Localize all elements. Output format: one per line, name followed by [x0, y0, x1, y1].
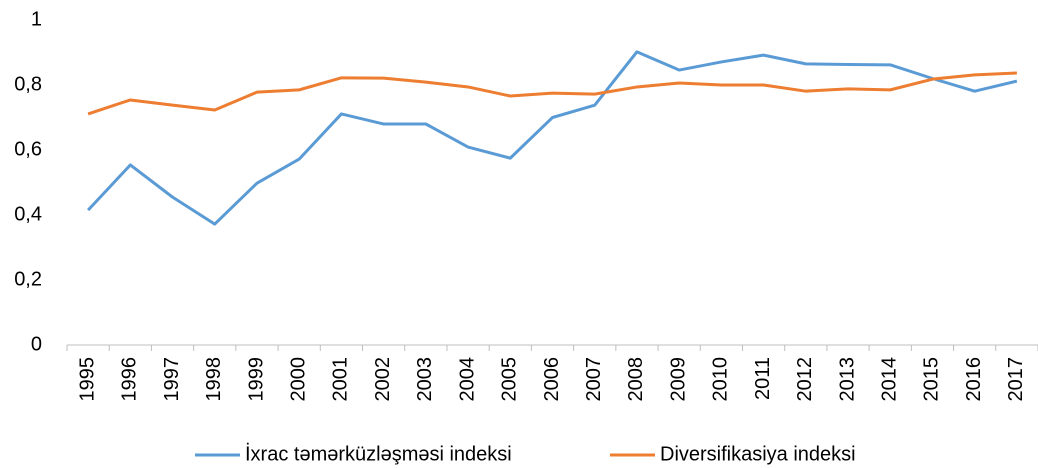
y-tick-label: 0,4 — [14, 203, 42, 225]
x-tick-label: 2013 — [836, 357, 858, 402]
y-tick-label: 0 — [31, 333, 42, 355]
x-tick-label: 2012 — [794, 357, 816, 402]
x-tick-label: 2004 — [456, 357, 478, 402]
x-tick-label: 2010 — [710, 357, 732, 402]
x-tick-label: 1999 — [245, 357, 267, 402]
x-tick-label: 2014 — [879, 357, 901, 402]
x-tick-label: 1997 — [161, 357, 183, 402]
x-tick-label: 2002 — [372, 357, 394, 402]
x-tick-label: 2001 — [330, 357, 352, 402]
y-tick-label: 0,2 — [14, 268, 42, 290]
x-tick-label: 2007 — [583, 357, 605, 402]
y-tick-label: 0,6 — [14, 138, 42, 160]
x-tick-label: 2009 — [667, 357, 689, 402]
y-tick-label: 0,8 — [14, 73, 42, 95]
series-line — [87, 50, 1018, 226]
x-tick-label: 2000 — [287, 357, 309, 402]
x-tick-label: 2006 — [541, 357, 563, 402]
legend-label: İxrac təmərküzləşməsi indeksi — [245, 442, 512, 465]
x-tick-label: 1995 — [76, 357, 98, 402]
x-tick-label: 2003 — [414, 357, 436, 402]
legend-label: Diversifikasiya indeksi — [660, 443, 856, 465]
x-tick-label: 2005 — [499, 357, 521, 402]
x-tick-label: 2011 — [752, 357, 774, 400]
x-tick-label: 1998 — [203, 357, 225, 402]
x-tick-label: 2015 — [921, 357, 943, 402]
x-tick-label: 2017 — [1005, 357, 1027, 402]
series-line — [87, 71, 1017, 116]
x-tick-label: 2008 — [625, 357, 647, 402]
x-tick-label: 1996 — [119, 357, 141, 402]
y-tick-label: 1 — [31, 8, 42, 30]
x-tick-label: 2016 — [963, 357, 985, 402]
